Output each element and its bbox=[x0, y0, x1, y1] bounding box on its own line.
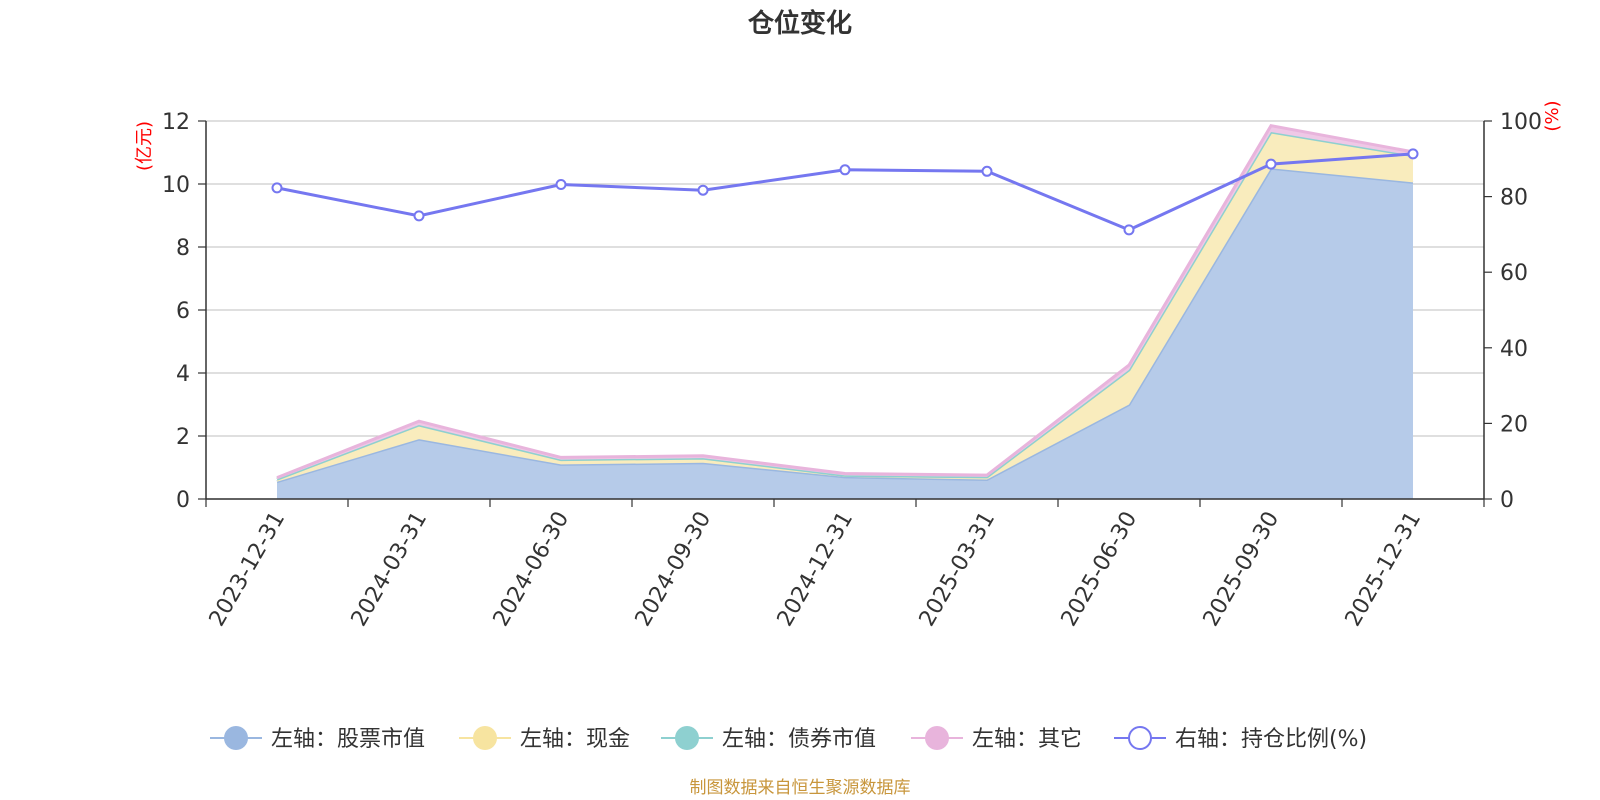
ratio-point bbox=[413, 210, 425, 222]
left-tick-label: 6 bbox=[176, 299, 190, 324]
legend-marker bbox=[473, 726, 497, 750]
legend-label: 左轴：现金 bbox=[520, 727, 630, 752]
right-tick-label: 20 bbox=[1500, 412, 1528, 437]
x-tick-label: 2025-09-30 bbox=[1199, 508, 1285, 631]
left-tick-label: 8 bbox=[176, 236, 190, 261]
legend-label: 左轴：其它 bbox=[972, 727, 1082, 752]
right-tick-label: 80 bbox=[1500, 186, 1528, 211]
legend-label: 右轴：持仓比例(%) bbox=[1175, 727, 1367, 752]
legend-marker bbox=[224, 726, 248, 750]
ratio-point bbox=[1265, 158, 1277, 170]
x-tick-label: 2024-06-30 bbox=[489, 508, 575, 631]
data-source: 制图数据来自恒生聚源数据库 bbox=[690, 778, 911, 798]
legend-marker bbox=[925, 726, 949, 750]
right-axis-unit: (%) bbox=[1542, 100, 1563, 131]
x-tick-label: 2025-03-31 bbox=[915, 508, 1001, 631]
stacked-areas bbox=[276, 124, 1414, 500]
chart-title: 仓位变化 bbox=[747, 8, 852, 39]
area-series-1 bbox=[277, 132, 1413, 482]
right-tick-label: 0 bbox=[1500, 488, 1514, 513]
legend-item-1: 左轴：现金 bbox=[459, 726, 630, 752]
left-axis-unit: (亿元) bbox=[134, 121, 155, 171]
ratio-point bbox=[555, 179, 567, 190]
legend-item-3: 左轴：其它 bbox=[911, 726, 1082, 752]
left-tick-label: 12 bbox=[162, 110, 190, 135]
right-tick-label: 60 bbox=[1500, 261, 1528, 286]
area-series-edge-3 bbox=[276, 124, 1414, 479]
ratio-point bbox=[981, 165, 993, 177]
legend-item-0: 左轴：股票市值 bbox=[210, 726, 425, 752]
ratio-line-group bbox=[271, 148, 1419, 236]
legend-label: 左轴：债券市值 bbox=[722, 727, 876, 752]
x-tick-label: 2025-06-30 bbox=[1057, 508, 1143, 631]
legend-item-4: 右轴：持仓比例(%) bbox=[1114, 726, 1367, 752]
left-tick-label: 10 bbox=[162, 173, 190, 198]
left-tick-label: 2 bbox=[176, 425, 190, 450]
right-tick-label: 40 bbox=[1500, 337, 1528, 362]
left-tick-label: 4 bbox=[176, 362, 190, 387]
legend-item-2: 左轴：债券市值 bbox=[661, 726, 876, 752]
ratio-point bbox=[839, 164, 851, 176]
ratio-point bbox=[271, 182, 283, 194]
x-tick-label: 2024-09-30 bbox=[631, 508, 717, 631]
legend-label: 左轴：股票市值 bbox=[271, 727, 425, 752]
ratio-point bbox=[1407, 148, 1419, 160]
area-series-0 bbox=[277, 168, 1413, 500]
x-tick-label: 2025-12-31 bbox=[1341, 508, 1427, 631]
legend-marker bbox=[675, 726, 699, 750]
right-tick-label: 100 bbox=[1500, 110, 1542, 135]
ratio-point bbox=[1123, 224, 1135, 236]
legend-marker bbox=[1128, 726, 1152, 750]
x-tick-label: 2024-03-31 bbox=[347, 508, 433, 631]
ratio-point bbox=[697, 184, 709, 196]
left-tick-label: 0 bbox=[176, 488, 190, 513]
legend: 左轴：股票市值 左轴：现金 左轴：债券市值 左轴：其它 右轴：持仓比例(%) bbox=[210, 726, 1367, 752]
x-tick-label: 2024-12-31 bbox=[773, 508, 859, 631]
x-tick-label: 2023-12-31 bbox=[205, 508, 291, 631]
